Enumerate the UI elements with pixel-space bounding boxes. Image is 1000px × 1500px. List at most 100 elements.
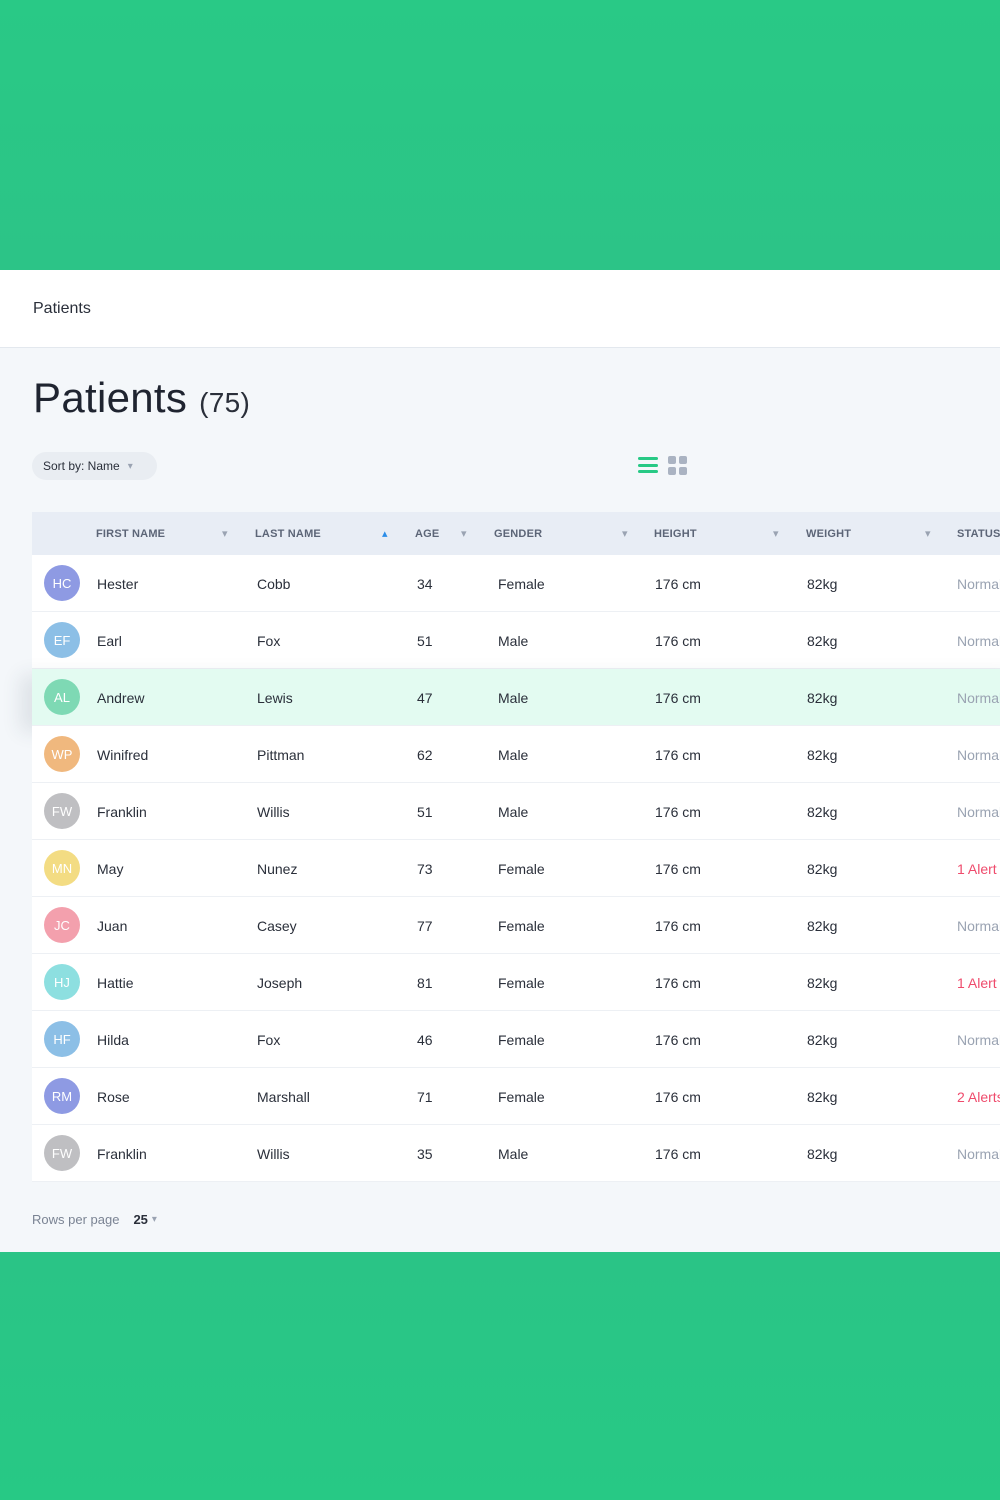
column-header-last[interactable]: LAST NAME [255,512,321,555]
cell-height: 176 cm [655,974,701,991]
page-title: Patients (75) [33,374,250,422]
table-row[interactable]: HJ Hattie Joseph 81 Female 176 cm 82kg 1 Alert [32,954,1000,1011]
rows-per-page-select[interactable]: 25 [133,1212,148,1227]
cell-weight: 82kg [807,1088,838,1105]
cell-age: 73 [417,860,433,877]
cell-status: Normal [957,917,1000,934]
column-header-label: FIRST NAME [96,527,166,540]
cell-gender: Female [498,917,545,934]
table-body: HC Hester Cobb 34 Female 176 cm 82kg Normal EF Ea… [32,555,1000,1182]
avatar: MN [44,850,80,886]
cell-age: 47 [417,689,433,706]
cell-last: Joseph [257,974,303,991]
cell-status: Normal [957,632,1000,649]
cell-status: Normal [957,575,1000,592]
table-row[interactable]: JC Juan Casey 77 Female 176 cm 82kg Normal [32,897,1000,954]
cell-status: 1 Alert [957,974,997,991]
avatar: HJ [44,964,80,1000]
background-top [0,0,1000,270]
cell-age: 51 [417,803,433,820]
cell-height: 176 cm [655,575,701,592]
list-view-icon[interactable] [638,455,658,475]
cell-status: Normal [957,746,1000,763]
cell-first: Hester [97,575,139,592]
table-row[interactable]: WP Winifred Pittman 62 Male 176 cm 82kg Normal [32,726,1000,783]
table-row[interactable]: RM Rose Marshall 71 Female 176 cm 82kg 2 Alerts [32,1068,1000,1125]
patient-count: (75) [199,387,251,418]
column-header-weight[interactable]: WEIGHT [806,512,851,555]
table-row[interactable]: MN May Nunez 73 Female 176 cm 82kg 1 Alert [32,840,1000,897]
column-header-gender[interactable]: GENDER [494,512,542,555]
cell-weight: 82kg [807,917,838,934]
column-header-age[interactable]: AGE [415,512,439,555]
patients-table: FIRST NAME ▾ LAST NAME ▴ AGE ▾ GENDER ▾ HEIGHT ▾ W… [32,512,1000,1182]
top-bar-title: Patients [33,299,91,317]
avatar: WP [44,736,80,772]
cell-weight: 82kg [807,689,838,706]
chevron-down-icon[interactable]: ▾ [925,528,931,540]
cell-last: Casey [257,917,297,934]
cell-gender: Male [498,746,529,763]
cell-height: 176 cm [655,632,701,649]
chevron-down-icon: ▾ [127,460,133,472]
app-window: Patients Patients (75) Sort by: Name ▾ F… [0,270,1000,1252]
cell-status: Normal [957,803,1000,820]
cell-height: 176 cm [655,689,701,706]
chevron-down-icon[interactable]: ▾ [151,1214,157,1225]
cell-status: Normal [957,1145,1000,1162]
table-row[interactable]: FW Franklin Willis 35 Male 176 cm 82kg Normal [32,1125,1000,1182]
chevron-up-icon[interactable]: ▴ [382,528,388,540]
cell-weight: 82kg [807,1031,838,1048]
cell-weight: 82kg [807,803,838,820]
cell-gender: Female [498,974,545,991]
cell-age: 34 [417,575,433,592]
chevron-down-icon[interactable]: ▾ [773,528,779,540]
column-header-label: STATUS [957,527,1000,540]
avatar: JC [44,907,80,943]
cell-last: Marshall [257,1088,310,1105]
cell-gender: Female [498,1031,545,1048]
cell-weight: 82kg [807,860,838,877]
cell-height: 176 cm [655,803,701,820]
cell-weight: 82kg [807,632,838,649]
cell-status: 1 Alert [957,860,997,877]
cell-gender: Male [498,632,529,649]
page-title-text: Patients [33,374,188,421]
cell-gender: Female [498,860,545,877]
column-header-status[interactable]: STATUS [957,512,1000,555]
table-row[interactable]: HF Hilda Fox 46 Female 176 cm 82kg Normal [32,1011,1000,1068]
avatar: FW [44,1135,80,1171]
table-row[interactable]: FW Franklin Willis 51 Male 176 cm 82kg Normal [32,783,1000,840]
cell-status: Normal [957,1031,1000,1048]
column-header-first[interactable]: FIRST NAME [96,512,165,555]
sort-label: Sort by: Name [43,459,120,473]
cell-height: 176 cm [655,1088,701,1105]
chevron-down-icon[interactable]: ▾ [622,528,628,540]
cell-first: Andrew [97,689,145,706]
cell-first: Franklin [97,1145,147,1162]
column-header-height[interactable]: HEIGHT [654,512,697,555]
table-row[interactable]: AL Andrew Lewis 47 Male 176 cm 82kg Normal [32,669,1000,726]
column-header-label: LAST NAME [255,527,321,540]
cell-weight: 82kg [807,974,838,991]
cell-status: 2 Alerts [957,1088,1000,1105]
cell-first: Franklin [97,803,147,820]
grid-view-icon[interactable] [668,455,687,475]
sort-dropdown[interactable]: Sort by: Name ▾ [32,452,157,480]
chevron-down-icon[interactable]: ▾ [222,528,228,540]
cell-age: 46 [417,1031,433,1048]
cell-age: 71 [417,1088,433,1105]
cell-gender: Female [498,1088,545,1105]
cell-weight: 82kg [807,575,838,592]
cell-gender: Male [498,689,529,706]
rows-per-page-label: Rows per page [32,1212,120,1227]
chevron-down-icon[interactable]: ▾ [461,528,467,540]
avatar: EF [44,622,80,658]
table-row[interactable]: EF Earl Fox 51 Male 176 cm 82kg Normal [32,612,1000,669]
table-header: FIRST NAME ▾ LAST NAME ▴ AGE ▾ GENDER ▾ HEIGHT ▾ W… [32,512,1000,555]
avatar: FW [44,793,80,829]
cell-height: 176 cm [655,746,701,763]
cell-height: 176 cm [655,1031,701,1048]
table-row[interactable]: HC Hester Cobb 34 Female 176 cm 82kg Normal [32,555,1000,612]
cell-last: Pittman [257,746,305,763]
